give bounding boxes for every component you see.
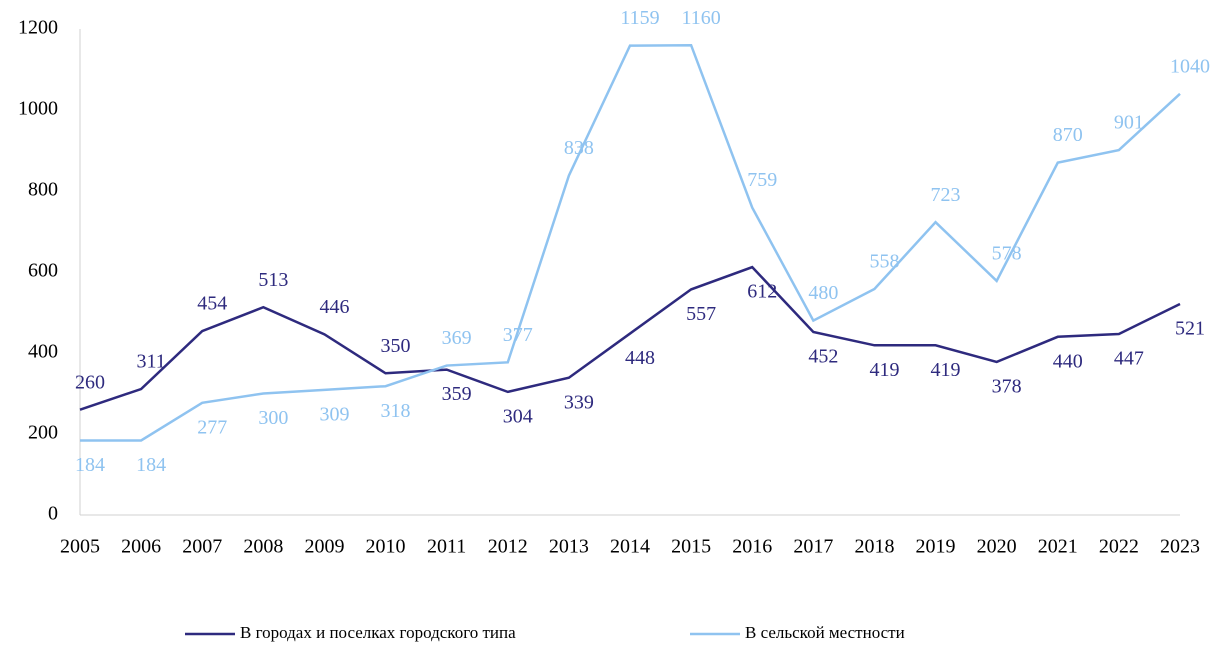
data-label: 304 bbox=[503, 405, 533, 427]
x-tick-label: 2022 bbox=[1099, 536, 1139, 558]
y-tick-label: 1200 bbox=[18, 17, 58, 39]
y-tick-label: 0 bbox=[48, 503, 58, 525]
data-label: 1159 bbox=[620, 7, 659, 29]
data-label: 1040 bbox=[1170, 55, 1210, 77]
legend-label: В сельской местности bbox=[745, 623, 905, 642]
x-tick-label: 2023 bbox=[1160, 536, 1200, 558]
x-tick-label: 2005 bbox=[60, 536, 100, 558]
legend-label: В городах и поселках городского типа bbox=[240, 623, 516, 642]
data-label: 452 bbox=[808, 346, 838, 368]
data-label: 723 bbox=[931, 184, 961, 206]
x-tick-label: 2015 bbox=[671, 536, 711, 558]
x-tick-label: 2017 bbox=[793, 536, 833, 558]
data-label: 446 bbox=[319, 296, 349, 318]
x-tick-label: 2008 bbox=[243, 536, 283, 558]
data-label: 454 bbox=[197, 293, 227, 315]
data-label: 359 bbox=[442, 383, 472, 405]
data-label: 759 bbox=[747, 169, 777, 191]
data-label: 521 bbox=[1175, 318, 1205, 340]
data-label: 260 bbox=[75, 371, 105, 393]
data-label: 558 bbox=[869, 251, 899, 273]
data-label: 300 bbox=[258, 407, 288, 429]
data-label: 578 bbox=[992, 243, 1022, 265]
data-label: 447 bbox=[1114, 348, 1144, 370]
x-tick-label: 2012 bbox=[488, 536, 528, 558]
data-label: 440 bbox=[1053, 350, 1083, 372]
x-tick-label: 2010 bbox=[366, 536, 406, 558]
data-label: 184 bbox=[136, 454, 166, 476]
data-label: 377 bbox=[503, 324, 533, 346]
series-line bbox=[79, 265, 1181, 411]
data-label: 309 bbox=[319, 403, 349, 425]
x-tick-label: 2009 bbox=[304, 536, 344, 558]
data-label: 350 bbox=[381, 335, 411, 357]
data-label: 369 bbox=[442, 327, 472, 349]
x-tick-label: 2014 bbox=[610, 536, 650, 558]
y-tick-label: 800 bbox=[28, 179, 58, 201]
data-label: 870 bbox=[1053, 124, 1083, 146]
x-tick-label: 2006 bbox=[121, 536, 161, 558]
data-label: 612 bbox=[747, 281, 777, 303]
x-tick-label: 2016 bbox=[732, 536, 772, 558]
y-tick-label: 200 bbox=[28, 422, 58, 444]
data-label: 448 bbox=[625, 347, 655, 369]
data-label: 513 bbox=[258, 269, 288, 291]
x-tick-label: 2011 bbox=[427, 536, 466, 558]
data-label: 184 bbox=[75, 454, 105, 476]
data-label: 311 bbox=[136, 351, 165, 373]
x-tick-label: 2021 bbox=[1038, 536, 1078, 558]
y-tick-label: 600 bbox=[28, 260, 58, 282]
x-tick-label: 2019 bbox=[916, 536, 956, 558]
data-label: 838 bbox=[564, 137, 594, 159]
data-label: 557 bbox=[686, 303, 716, 325]
y-tick-label: 400 bbox=[28, 341, 58, 363]
data-label: 339 bbox=[564, 391, 594, 413]
data-label: 318 bbox=[381, 400, 411, 422]
x-tick-label: 2007 bbox=[182, 536, 222, 558]
x-tick-label: 2018 bbox=[854, 536, 894, 558]
x-tick-label: 2020 bbox=[977, 536, 1017, 558]
series-line bbox=[80, 43, 1181, 442]
x-tick-label: 2013 bbox=[549, 536, 589, 558]
data-label: 419 bbox=[869, 359, 899, 381]
data-label: 378 bbox=[992, 376, 1022, 398]
data-label: 480 bbox=[808, 282, 838, 304]
data-label: 1160 bbox=[681, 7, 720, 29]
data-label: 277 bbox=[197, 416, 227, 438]
data-label: 901 bbox=[1114, 112, 1144, 134]
data-label: 419 bbox=[931, 359, 961, 381]
y-tick-label: 1000 bbox=[18, 98, 58, 120]
